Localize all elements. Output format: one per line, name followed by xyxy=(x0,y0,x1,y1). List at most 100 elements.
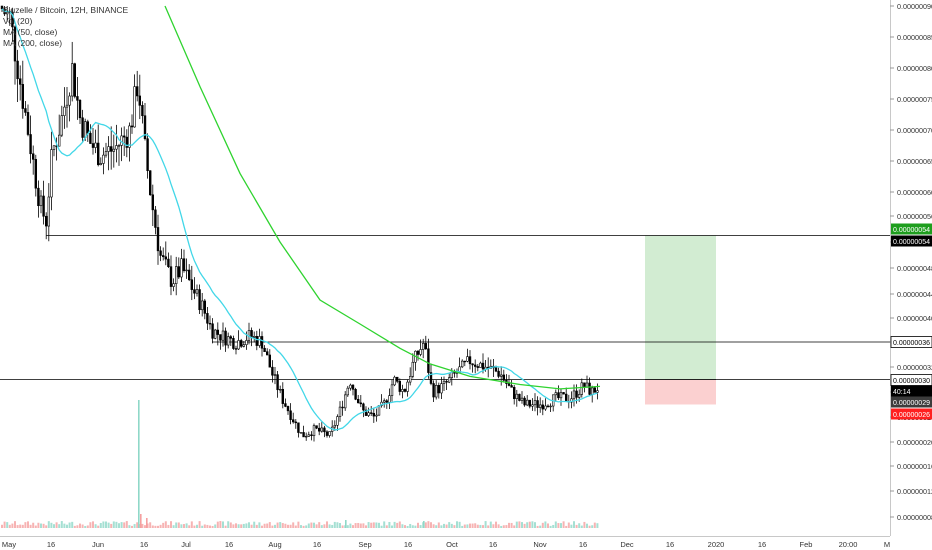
candle-body xyxy=(427,348,430,373)
candle-body xyxy=(432,383,435,398)
candle-body xyxy=(24,108,27,113)
volume-bar xyxy=(68,522,71,528)
volume-bar xyxy=(380,525,383,528)
volume-bar xyxy=(398,521,401,528)
candle-body xyxy=(510,385,513,388)
volume-bar xyxy=(32,522,35,528)
volume-bar xyxy=(170,521,172,528)
time-tick-label: 16 xyxy=(140,540,148,549)
volume-bar xyxy=(24,522,27,528)
volume-bar xyxy=(333,521,336,528)
candle-body xyxy=(440,383,443,394)
volume-bar xyxy=(99,522,102,528)
long-position-tool[interactable] xyxy=(645,235,716,405)
candle-body xyxy=(364,409,368,416)
candle-body xyxy=(68,95,71,106)
candle-body xyxy=(531,404,534,407)
candle-body xyxy=(533,400,537,406)
candle-body xyxy=(460,360,464,368)
candle-body xyxy=(375,414,378,417)
candle-body xyxy=(494,367,498,372)
volume-bar xyxy=(591,525,594,528)
volume-bar xyxy=(245,523,248,528)
candle-body xyxy=(317,427,321,432)
volume-bar xyxy=(557,523,560,528)
volume-bar xyxy=(151,525,154,528)
candle-body xyxy=(479,362,482,368)
time-tick-label: Aug xyxy=(268,540,281,549)
candle-body xyxy=(133,86,136,128)
candle-body xyxy=(528,399,532,407)
volume-bar xyxy=(489,521,492,528)
candle-body xyxy=(42,195,45,217)
candle-body xyxy=(13,26,17,62)
volume-bar xyxy=(487,525,490,528)
volume-bar xyxy=(385,525,388,528)
volume-spike xyxy=(138,400,140,528)
time-tick-label: 16 xyxy=(579,540,587,549)
volume-bar xyxy=(250,524,253,528)
candle-body xyxy=(315,425,318,429)
volume-bar xyxy=(430,522,432,528)
volume-bar xyxy=(367,522,370,528)
candle-body xyxy=(471,363,474,366)
candle-body xyxy=(253,336,256,338)
volume-spike xyxy=(146,518,148,528)
time-tick-label: Jun xyxy=(92,540,104,549)
candle-body xyxy=(21,84,24,109)
volume-bar xyxy=(414,525,417,528)
candle-body xyxy=(351,384,355,390)
volume-bar xyxy=(268,522,271,528)
volume-bar xyxy=(505,525,508,528)
volume-bar xyxy=(469,523,471,528)
candle-body xyxy=(94,142,97,148)
volume-bar xyxy=(565,525,568,528)
price-tick-label: 0.00000012 xyxy=(897,487,932,496)
volume-bar xyxy=(573,521,575,528)
volume-bar xyxy=(448,522,451,528)
horizontal-lines[interactable] xyxy=(0,235,890,380)
candle-body xyxy=(297,422,300,433)
volume-bar xyxy=(461,525,464,528)
candle-body xyxy=(255,336,258,346)
price-tick-label: 0.00000070 xyxy=(897,126,932,135)
volume-bar xyxy=(372,522,375,528)
volume-bar xyxy=(112,521,115,528)
volume-bar xyxy=(266,523,269,528)
price-axis[interactable]: 0.00000090 0.00000085 0.00000080 0.00000075… xyxy=(890,2,932,522)
candle-body xyxy=(596,390,599,393)
volume-bar xyxy=(497,524,500,528)
candle-body xyxy=(429,372,433,384)
volume-bar xyxy=(554,521,557,528)
candle-body xyxy=(172,283,175,287)
volume-bar xyxy=(297,521,300,528)
candle-body xyxy=(143,115,147,140)
volume-bar xyxy=(396,522,399,528)
candle-body xyxy=(141,105,144,117)
candle-body xyxy=(481,362,485,370)
volume-bar xyxy=(227,521,230,528)
volume-bar xyxy=(3,521,6,528)
candle-body xyxy=(156,227,160,252)
candle-body xyxy=(71,63,74,97)
volume-bar xyxy=(185,523,188,528)
volume-bar xyxy=(531,521,534,528)
time-axis[interactable]: May 16 Jun 16 Jul 16 Aug 16 Sep 16 Oct 16 Nov 16 Dec 16… xyxy=(2,540,890,549)
volume-bar xyxy=(370,522,373,528)
candle-body xyxy=(473,364,477,367)
candle-body xyxy=(193,289,196,294)
volume-bar xyxy=(513,525,516,528)
volume-bar xyxy=(94,524,97,528)
volume-bar xyxy=(318,522,321,528)
candle-body xyxy=(65,104,69,108)
volume-bar xyxy=(575,524,578,528)
candle-body xyxy=(544,405,547,410)
candle-body xyxy=(367,412,370,416)
candle-body xyxy=(325,431,329,436)
volume-bar xyxy=(198,521,201,528)
candle-body xyxy=(424,343,427,350)
price-tick-label: 0.00000085 xyxy=(897,33,932,42)
volume-bar xyxy=(492,524,495,528)
volume-bar xyxy=(401,524,404,528)
